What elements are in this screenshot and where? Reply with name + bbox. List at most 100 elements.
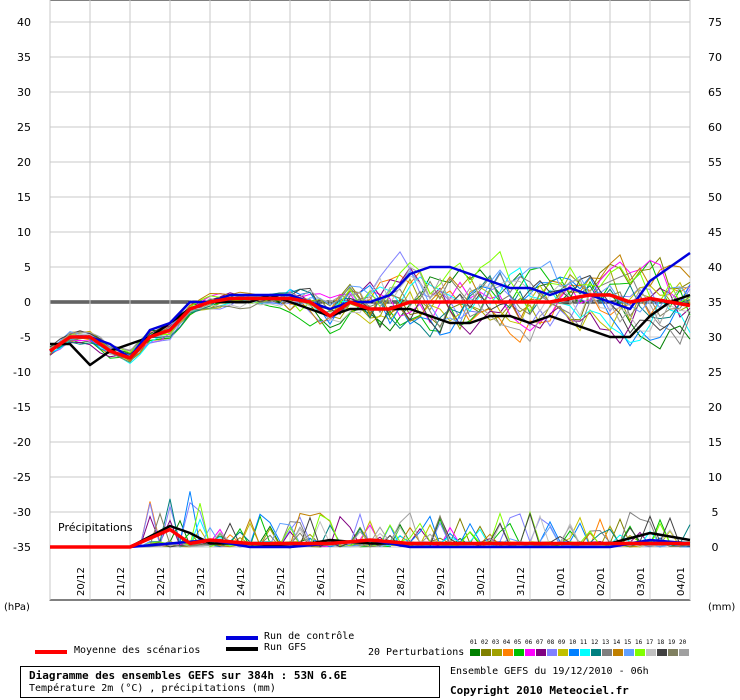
perturbation-swatch xyxy=(646,649,656,656)
left-tick-label: -5 xyxy=(20,331,31,344)
perturbation-number: 02 xyxy=(481,639,489,646)
x-tick-label: 26/12 xyxy=(316,567,327,596)
perturbation-number: 13 xyxy=(602,639,610,646)
perturbation-swatch xyxy=(547,649,557,656)
left-tick-label: -25 xyxy=(13,471,31,484)
perturbation-number: 11 xyxy=(580,639,588,646)
left-tick-label: 15 xyxy=(17,191,31,204)
x-tick-label: 21/12 xyxy=(116,567,127,596)
perturbation-number: 01 xyxy=(470,639,478,646)
x-tick-label: 01/01 xyxy=(556,567,567,596)
perturbation-swatch xyxy=(657,649,667,656)
left-tick-label: -20 xyxy=(13,436,31,449)
perturbation-number: 19 xyxy=(668,639,676,646)
x-tick-label: 23/12 xyxy=(196,567,207,596)
right-tick-label: 40 xyxy=(708,261,722,274)
x-tick-label: 03/01 xyxy=(636,567,647,596)
legend-controle-label: Run de contrôle xyxy=(264,631,355,642)
x-tick-label: 02/01 xyxy=(596,567,607,596)
x-tick-label: 27/12 xyxy=(356,567,367,596)
left-axis-unit: (hPa) xyxy=(4,602,30,613)
legend-gfs-label: Run GFS xyxy=(264,642,307,653)
left-axis-ticks: 40 35 30 25 20 15 10 5 0 -5 -10 -15 -20 -25 -30 -35 xyxy=(13,16,31,554)
perturbation-number: 08 xyxy=(547,639,555,646)
perturbation-number: 06 xyxy=(525,639,533,646)
right-tick-label: 60 xyxy=(708,121,722,134)
legend: Moyenne des scénarios Run de contrôle Ru… xyxy=(0,630,740,662)
right-tick-label: 10 xyxy=(708,471,722,484)
perturbation-swatch xyxy=(624,649,634,656)
perturbation-number: 07 xyxy=(536,639,544,646)
right-tick-label: 45 xyxy=(708,226,722,239)
right-axis-unit: (mm) xyxy=(708,602,735,613)
x-tick-label: 30/12 xyxy=(476,567,487,596)
perturbation-swatch xyxy=(602,649,612,656)
legend-perturbations-label: 20 Perturbations xyxy=(368,647,465,658)
left-tick-label: -10 xyxy=(13,366,31,379)
perturbation-number: 09 xyxy=(558,639,566,646)
perturbation-swatch xyxy=(558,649,568,656)
perturbation-temp-line xyxy=(49,266,691,351)
perturbation-swatch xyxy=(525,649,535,656)
perturbation-number: 14 xyxy=(613,639,621,646)
legend-controle-swatch xyxy=(226,636,258,640)
x-tick-label: 31/12 xyxy=(516,567,527,596)
right-tick-label: 5 xyxy=(712,506,719,519)
perturbation-number: 04 xyxy=(503,639,511,646)
legend-moyenne-label: Moyenne des scénarios xyxy=(74,645,201,656)
left-tick-label: 20 xyxy=(17,156,31,169)
perturbation-number: 15 xyxy=(624,639,632,646)
perturbation-number: 16 xyxy=(635,639,643,646)
perturbation-swatch xyxy=(514,649,524,656)
perturbation-number: 12 xyxy=(591,639,599,646)
x-tick-label: 25/12 xyxy=(276,567,287,596)
mean-temp-line xyxy=(48,293,691,360)
perturbation-number: 10 xyxy=(569,639,577,646)
right-tick-label: 55 xyxy=(708,156,722,169)
left-tick-label: 25 xyxy=(17,121,31,134)
perturbation-swatch xyxy=(635,649,645,656)
x-tick-label: 04/01 xyxy=(676,567,687,596)
perturbation-swatch xyxy=(503,649,513,656)
right-tick-label: 20 xyxy=(708,401,722,414)
footer-subtitle: Température 2m (°C) , précipitations (mm… xyxy=(29,683,276,694)
perturbation-swatch xyxy=(481,649,491,656)
perturbation-number: 03 xyxy=(492,639,500,646)
left-tick-label: 35 xyxy=(17,51,31,64)
left-tick-label: -15 xyxy=(13,401,31,414)
x-tick-label: 22/12 xyxy=(156,567,167,596)
perturbation-swatch xyxy=(536,649,546,656)
right-tick-label: 15 xyxy=(708,436,722,449)
legend-moyenne-swatch xyxy=(35,650,67,654)
perturbation-temp-line xyxy=(49,274,691,359)
right-tick-label: 75 xyxy=(708,16,722,29)
perturbation-number: 05 xyxy=(514,639,522,646)
right-tick-label: 35 xyxy=(708,296,722,309)
left-tick-label: 30 xyxy=(17,86,31,99)
perturbation-number: 18 xyxy=(657,639,665,646)
perturbation-swatch xyxy=(679,649,689,656)
left-tick-label: 10 xyxy=(17,226,31,239)
right-tick-label: 65 xyxy=(708,86,722,99)
footer-ensemble: Ensemble GEFS du 19/12/2010 - 06h xyxy=(450,666,649,677)
x-tick-label: 28/12 xyxy=(396,567,407,596)
perturbation-swatch xyxy=(668,649,678,656)
left-tick-label: -30 xyxy=(13,506,31,519)
right-tick-label: 70 xyxy=(708,51,722,64)
footer-title: Diagramme des ensembles GEFS sur 384h : … xyxy=(29,669,347,682)
left-tick-label: 5 xyxy=(24,261,31,274)
right-tick-label: 25 xyxy=(708,366,722,379)
left-tick-label: -35 xyxy=(13,541,31,554)
left-tick-label: 0 xyxy=(24,296,31,309)
perturbation-swatch xyxy=(613,649,623,656)
x-tick-label: 24/12 xyxy=(236,567,247,596)
main-series-lines xyxy=(48,251,691,549)
precip-label: Précipitations xyxy=(58,521,133,534)
right-tick-label: 0 xyxy=(712,541,719,554)
right-tick-label: 50 xyxy=(708,191,722,204)
x-tick-label: 20/12 xyxy=(76,567,87,596)
mean-precip-line xyxy=(50,527,690,549)
perturbation-numbers: 01 02 03 04 05 06 07 08 09 10 11 12 13 14 15 16 17 18 19 20 xyxy=(470,639,690,647)
